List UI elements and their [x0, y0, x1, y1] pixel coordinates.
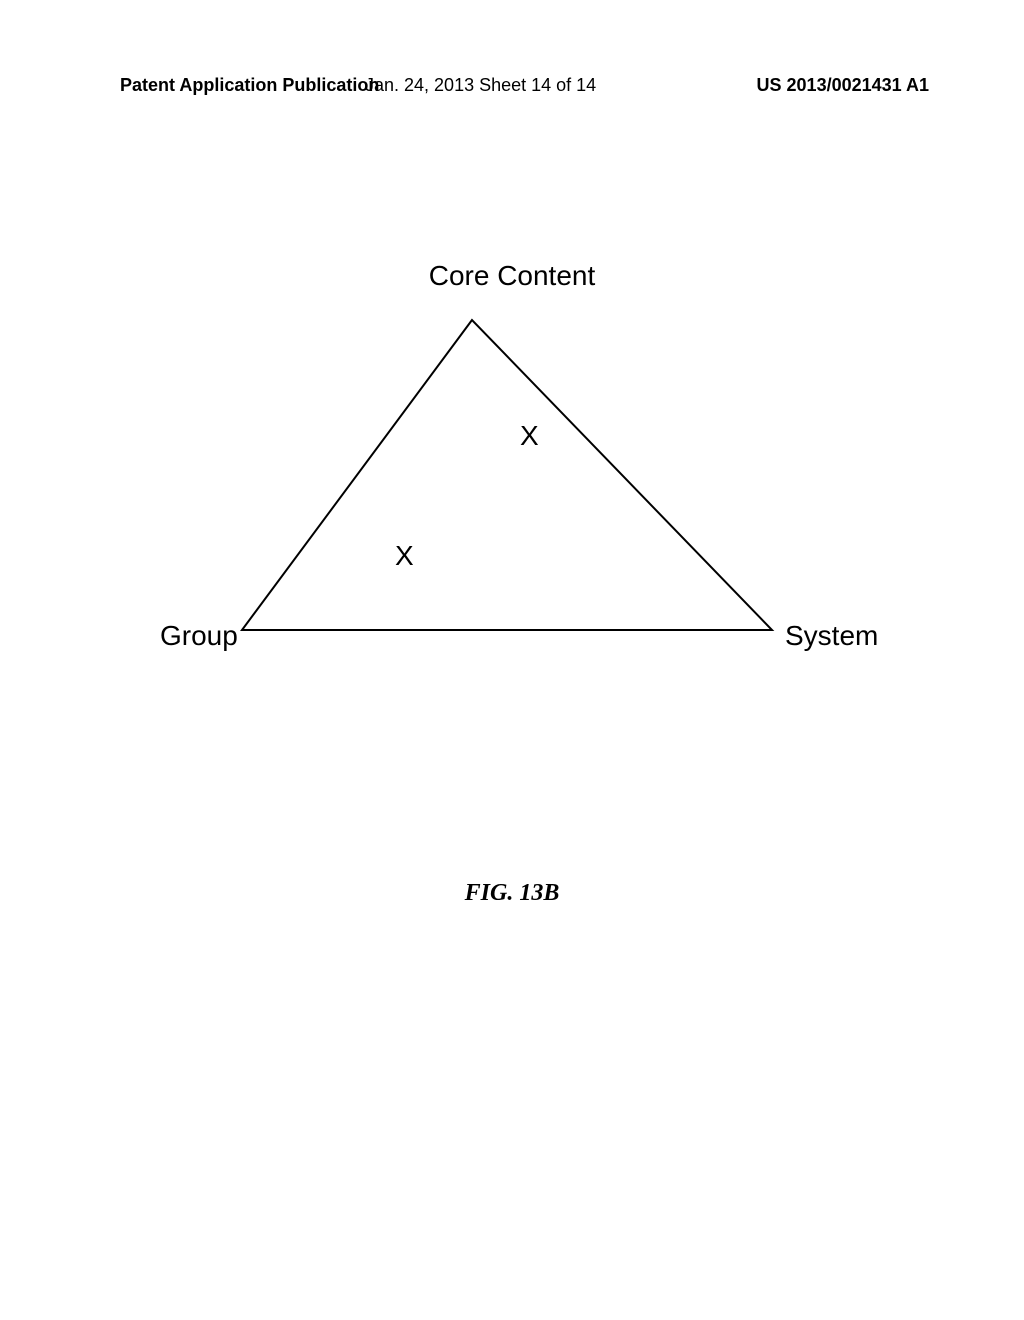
marker-x-lower: X	[395, 540, 414, 572]
left-vertex-label: Group	[160, 620, 238, 652]
figure-caption: FIG. 13B	[465, 880, 560, 907]
triangle-shape	[232, 310, 792, 640]
publication-type: Patent Application Publication	[120, 75, 379, 96]
page-header: Patent Application Publication Jan. 24, …	[0, 75, 1024, 96]
apex-vertex-label: Core Content	[429, 260, 596, 292]
triangle-polygon	[242, 320, 772, 630]
date-sheet-info: Jan. 24, 2013 Sheet 14 of 14	[365, 75, 596, 96]
publication-number: US 2013/0021431 A1	[757, 75, 929, 96]
right-vertex-label: System	[785, 620, 878, 652]
triangle-diagram: Core Content X X Group System	[0, 260, 1024, 710]
marker-x-upper: X	[520, 420, 539, 452]
